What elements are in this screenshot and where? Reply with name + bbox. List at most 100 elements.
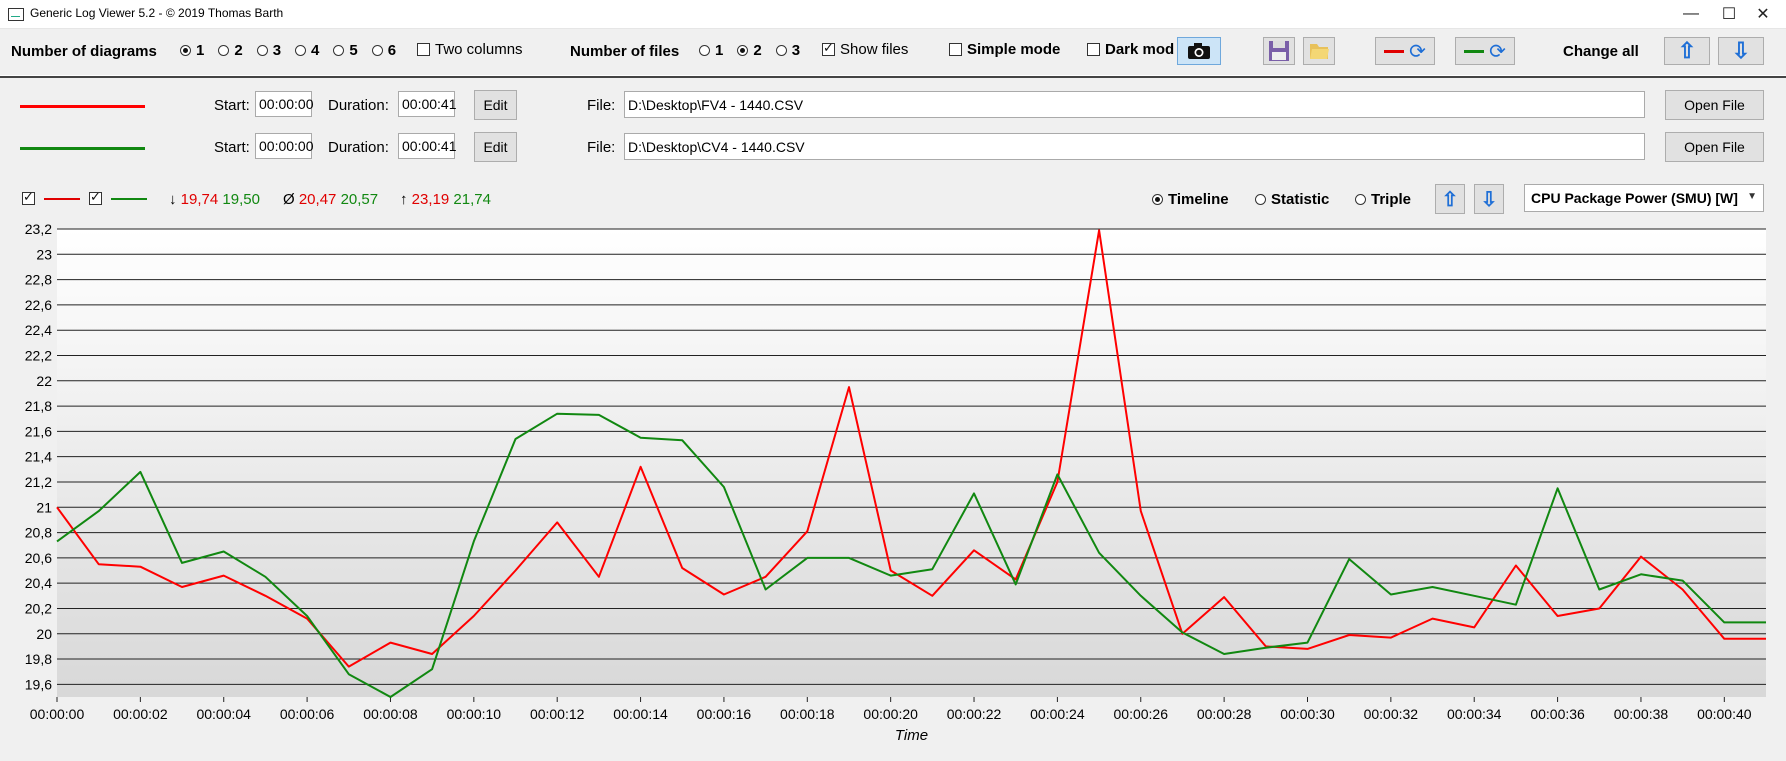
diagram-radio-3[interactable]: 3 (256, 42, 281, 59)
series2-toggle[interactable] (89, 189, 147, 205)
y-tick-label: 20,8 (25, 525, 52, 541)
files-radio-1[interactable]: 1 (699, 42, 723, 59)
file2-edit-button[interactable]: Edit (474, 132, 517, 162)
min-stats: ↓ 19,74 19,50 (169, 191, 260, 208)
swap-green-color-button[interactable]: ⟳ (1455, 37, 1515, 65)
x-tick-label: 00:00:16 (697, 706, 752, 722)
minimize-button[interactable]: — (1683, 5, 1699, 22)
dark-mode-checkbox[interactable]: Dark mod (1087, 41, 1174, 58)
radio-icon (218, 45, 230, 56)
file1-duration-input[interactable]: 00:00:41 (398, 91, 457, 117)
chevron-down-icon: ▼ (1747, 191, 1757, 202)
x-tick-label: 00:00:14 (613, 706, 668, 722)
diagram-radio-2[interactable]: 2 (218, 42, 243, 59)
radio-icon (1255, 194, 1266, 205)
file2-start-label: Start: (214, 139, 250, 156)
average-icon: Ø (283, 191, 295, 208)
x-axis-label: Time (895, 727, 928, 744)
file1-start-input[interactable]: 00:00:00 (255, 91, 314, 117)
max-stats: ↑ 23,19 21,74 (400, 191, 491, 208)
diagram-radio-1[interactable]: 1 (180, 42, 204, 59)
move-up-button[interactable]: ⇧ (1435, 184, 1465, 214)
radio-icon (295, 45, 307, 56)
red-line-icon (44, 197, 80, 200)
x-tick-label: 00:00:28 (1197, 706, 1252, 722)
radio-icon (333, 45, 345, 56)
x-tick-label: 00:00:00 (30, 706, 85, 722)
x-tick-label: 00:00:40 (1697, 706, 1752, 722)
y-tick-label: 19,6 (25, 676, 52, 692)
refresh-icon: ⟳ (1489, 40, 1506, 63)
series-line-2 (56, 412, 1766, 698)
x-tick-label: 00:00:38 (1614, 706, 1669, 722)
green-line-icon (1464, 49, 1485, 53)
plot-background (57, 229, 1766, 697)
change-all-label: Change all (1563, 43, 1639, 60)
two-columns-checkbox[interactable]: Two columns (417, 41, 523, 58)
file2-open-button[interactable]: Open File (1665, 132, 1764, 162)
number-of-diagrams-label: Number of diagrams (11, 43, 157, 60)
save-button[interactable] (1263, 37, 1295, 65)
file1-path-input[interactable]: D:\Desktop\FV4 - 1440.CSV (624, 91, 1645, 118)
x-tick-label: 00:00:36 (1530, 706, 1585, 722)
avg-green-value: 20,57 (340, 191, 379, 208)
file1-open-button[interactable]: Open File (1665, 90, 1764, 120)
window-title: Generic Log Viewer 5.2 - © 2019 Thomas B… (30, 6, 284, 20)
files-radio-3[interactable]: 3 (775, 42, 800, 59)
x-tick-label: 00:00:32 (1364, 706, 1419, 722)
diagram-radio-6[interactable]: 6 (371, 42, 396, 59)
move-down-button[interactable]: ⇩ (1474, 184, 1504, 214)
timeline-chart[interactable]: 23,2 23 22,8 22,6 22,4 22,2 22 21,8 21,6 21,4 21,2… (0, 221, 1786, 761)
y-tick-label: 21,6 (25, 423, 52, 439)
close-button[interactable]: ✕ (1756, 6, 1770, 23)
show-files-checkbox[interactable]: Show files (822, 40, 908, 58)
y-tick-label: 20,4 (25, 575, 52, 591)
y-tick-label: 20,2 (25, 600, 52, 616)
maximize-button[interactable]: ☐ (1721, 6, 1737, 23)
file1-duration-label: Duration: (328, 97, 389, 114)
checkbox-icon (822, 40, 835, 56)
y-tick-label: 22,2 (25, 347, 52, 363)
swap-red-color-button[interactable]: ⟳ (1375, 37, 1435, 65)
view-triple-radio[interactable]: Triple (1355, 191, 1411, 208)
checkbox-icon (89, 189, 102, 205)
folder-icon (1310, 44, 1329, 59)
file2-duration-label: Duration: (328, 139, 389, 156)
file2-start-input[interactable]: 00:00:00 (255, 133, 314, 159)
radio-icon (1152, 194, 1163, 205)
view-timeline-radio[interactable]: Timeline (1152, 191, 1229, 208)
file2-path-input[interactable]: D:\Desktop\CV4 - 1440.CSV (624, 133, 1645, 160)
x-tick-label: 00:00:24 (1030, 706, 1085, 722)
max-red-value: 23,19 (411, 191, 450, 208)
min-green-value: 19,50 (222, 191, 260, 208)
x-tick-label: 00:00:06 (280, 706, 335, 722)
checkbox-icon (417, 43, 430, 56)
x-tick-label: 00:00:30 (1280, 706, 1335, 722)
file2-duration-input[interactable]: 00:00:41 (398, 133, 457, 159)
diagram-radio-4[interactable]: 4 (295, 42, 319, 59)
file1-edit-button[interactable]: Edit (474, 90, 517, 120)
arrow-up-icon: ⇧ (1677, 38, 1697, 63)
screenshot-button[interactable] (1177, 37, 1221, 65)
move-up-all-button[interactable]: ⇧ (1664, 37, 1710, 65)
metric-dropdown[interactable]: CPU Package Power (SMU) [W] ▼ (1524, 184, 1764, 212)
number-of-files-label: Number of files (570, 43, 680, 60)
main-toolbar: Number of diagrams 1 2 3 4 5 6 Two colum… (0, 29, 1786, 75)
y-tick-label: 22 (36, 373, 52, 389)
move-down-all-button[interactable]: ⇩ (1718, 37, 1764, 65)
x-tick-label: 00:00:18 (780, 706, 835, 722)
view-statistic-radio[interactable]: Statistic (1255, 191, 1329, 208)
diagram-radio-5[interactable]: 5 (333, 42, 358, 59)
arrow-down-icon: ↓ (169, 191, 177, 208)
simple-mode-checkbox[interactable]: Simple mode (949, 41, 1060, 58)
y-tick-label: 21 (36, 499, 52, 515)
series1-toggle[interactable] (22, 189, 80, 205)
radio-icon (699, 45, 710, 56)
diagram-count-radios: 1 2 3 4 5 6 (180, 42, 396, 59)
open-folder-button[interactable] (1303, 37, 1335, 65)
radio-icon (1355, 194, 1366, 205)
files-radio-2[interactable]: 2 (737, 42, 762, 59)
max-green-value: 21,74 (453, 191, 491, 208)
radio-icon (371, 45, 383, 56)
x-tick-label: 00:00:20 (863, 706, 918, 722)
